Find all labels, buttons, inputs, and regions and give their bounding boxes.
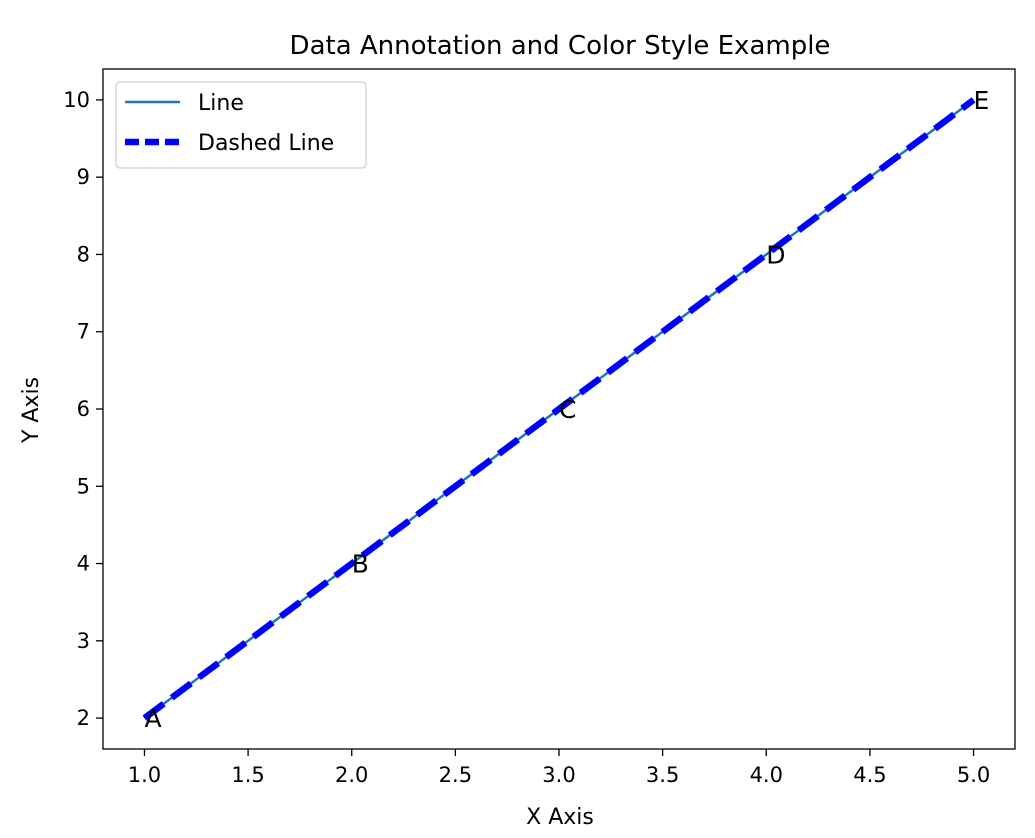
x-axis: 1.0 1.5 2.0 2.5 3.0 3.5 4.0 4.5 5.0 — [128, 749, 990, 787]
y-tick-label: 3 — [77, 629, 90, 653]
y-tick-label: 8 — [77, 242, 90, 266]
point-annotation-b: B — [352, 550, 369, 579]
y-tick-label: 2 — [77, 706, 90, 730]
x-tick-label: 4.5 — [853, 763, 886, 787]
point-annotation-d: D — [766, 240, 785, 269]
y-tick-label: 5 — [77, 474, 90, 498]
x-tick-label: 1.5 — [231, 763, 264, 787]
plot-area: A B C D E — [102, 68, 1016, 750]
point-annotation-c: C — [559, 395, 576, 424]
series-line-2 — [142, 97, 976, 721]
legend-label-2: Dashed Line — [198, 131, 334, 156]
chart-title: Data Annotation and Color Style Example — [290, 31, 831, 61]
x-tick-label: 3.0 — [542, 763, 575, 787]
y-tick-label: 10 — [63, 88, 90, 112]
x-tick-label: 4.0 — [750, 763, 783, 787]
y-tick-label: 4 — [77, 552, 90, 576]
y-tick-label: 9 — [77, 165, 90, 189]
y-axis-label: Y Axis — [19, 377, 44, 444]
y-axis: 2 3 4 5 6 7 8 9 10 — [63, 88, 103, 730]
legend-box — [115, 81, 367, 169]
x-tick-label: 2.0 — [335, 763, 368, 787]
x-tick-label: 1.0 — [128, 763, 161, 787]
point-annotation-e: E — [974, 86, 990, 115]
series-layer — [142, 97, 976, 721]
y-tick-label: 7 — [77, 320, 90, 344]
y-tick-label: 6 — [77, 397, 90, 421]
x-tick-label: 3.5 — [646, 763, 679, 787]
legend: Line Dashed Line — [115, 81, 367, 169]
annotation-layer: A B C D E — [144, 86, 989, 733]
legend-entries: Line Dashed Line — [125, 91, 334, 156]
point-annotation-a: A — [144, 704, 161, 733]
x-axis-label: X Axis — [526, 805, 594, 830]
x-tick-label: 5.0 — [957, 763, 990, 787]
x-tick-label: 2.5 — [439, 763, 472, 787]
legend-label-1: Line — [198, 91, 244, 116]
